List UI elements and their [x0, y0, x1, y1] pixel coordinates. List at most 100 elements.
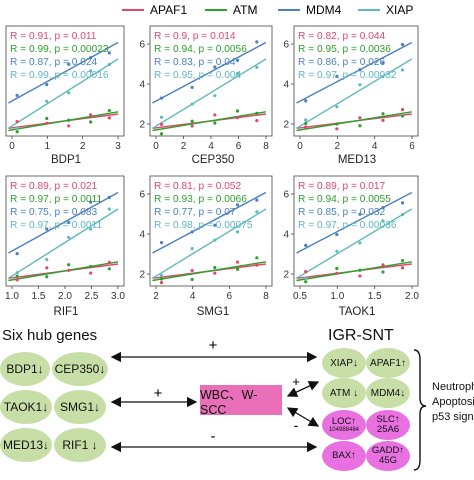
- scatter-point: [304, 276, 308, 280]
- scatter-point: [67, 220, 71, 225]
- sign-top: +: [209, 337, 218, 354]
- stat-label: R = 0.97, p = 0.00032: [298, 70, 397, 81]
- stat-label: R = 0.97, p = 0.00036: [298, 220, 397, 231]
- stat-label: R = 0.81, p = 0.052: [154, 181, 242, 192]
- scatter-point: [400, 212, 405, 217]
- scatter-point: [358, 212, 362, 216]
- scatter-point: [381, 270, 385, 274]
- right-label-neutrophil: Neutroph: [432, 381, 474, 393]
- scatter-point: [107, 267, 111, 271]
- scatter-point: [255, 198, 259, 202]
- stat-label: R = 0.95, p = 0.004: [154, 70, 242, 81]
- trend-line: [152, 58, 267, 129]
- scatter-panel-rif1: R = 0.89, p = 0.021 R = 0.97, p = 0.0011 R…: [5, 175, 125, 302]
- scatter-point: [159, 96, 164, 100]
- x-tick-label: 0: [153, 141, 159, 152]
- x-tick-label: 0: [297, 141, 303, 152]
- scatter-point: [381, 206, 385, 210]
- hub-genes-title: Six hub genes: [2, 327, 98, 344]
- igr-bax-arrow: ↑: [351, 450, 356, 461]
- legend-swatch: [122, 9, 144, 11]
- scatter-point: [190, 85, 194, 89]
- gene-smg1: SMG1↓: [54, 390, 106, 424]
- trend-line: [296, 208, 413, 279]
- panel-frame: [293, 25, 419, 137]
- scatter-point: [400, 258, 405, 263]
- trend-line: [152, 191, 267, 254]
- scatter-point: [107, 108, 111, 113]
- scatter-point: [45, 99, 49, 103]
- scatter-point: [304, 121, 308, 126]
- stat-label: R = 0.9, p = 0.014: [154, 31, 236, 42]
- arrow-upper-right: [286, 381, 320, 397]
- stat-label: R = 0.89, p = 0.021: [10, 181, 98, 192]
- scatter-point: [89, 69, 93, 73]
- scatter-point: [358, 274, 362, 278]
- scatter-point: [235, 260, 240, 264]
- scatter-point: [45, 121, 49, 125]
- stat-label: R = 0.83, p = 0.04: [154, 57, 236, 68]
- x-tick-label: 2: [153, 291, 159, 302]
- trend-line: [296, 111, 412, 132]
- trend-line: [7, 58, 119, 129]
- stat-label: R = 0.97, p = 0.0011: [10, 194, 102, 205]
- panel-frame: [5, 175, 125, 287]
- x-tick-label: 2: [181, 141, 187, 152]
- trend-line: [8, 261, 119, 282]
- scatter-panels: R = 0.91, p = 0.011 R = 0.99, p = 0.00023…: [5, 25, 419, 302]
- scatter-point: [67, 124, 71, 128]
- scatter-point: [159, 115, 164, 119]
- scatter-point: [304, 99, 308, 103]
- igr-gadd-arrow: ↑: [399, 445, 405, 456]
- scatter-point: [45, 257, 49, 262]
- scatter-point: [400, 114, 405, 118]
- scatter-point: [400, 42, 405, 47]
- scatter-point: [89, 264, 93, 269]
- scatter-point: [15, 120, 19, 124]
- igr-loc: LOC↑ 104988484: [322, 410, 366, 440]
- scatter-point: [304, 118, 308, 122]
- diagram-arrows: + + + - -: [110, 337, 427, 471]
- stat-label: R = 0.91, p = 0.011: [10, 31, 97, 42]
- scatter-point: [190, 246, 194, 251]
- igr-slc: SLC↑ 25A6: [366, 410, 410, 440]
- stat-label: R = 0.77, p = 0.07: [154, 207, 236, 218]
- x-tick-label: 3.0: [111, 291, 125, 302]
- stat-label: R = 0.93, p = 0.0066: [154, 194, 247, 205]
- trend-line: [152, 111, 267, 132]
- scatter-point: [159, 273, 164, 278]
- trend-line: [7, 208, 119, 279]
- scatter-point: [381, 74, 385, 78]
- panel-xlabel-rif1: RIF1: [53, 306, 79, 318]
- igr-xiap: XIAP↓: [322, 348, 366, 378]
- legend-item-apaf1: APAF1: [122, 3, 187, 17]
- trend-line: [296, 261, 412, 282]
- x-tick-label: 8: [263, 141, 269, 152]
- igr-slc-sub: 25A6: [376, 424, 400, 435]
- scatter-point: [381, 263, 385, 267]
- scatter-point: [255, 40, 259, 44]
- scatter-point: [107, 207, 111, 211]
- scatter-point: [235, 58, 240, 62]
- trend-line: [296, 58, 413, 129]
- y-tick-label: 4: [139, 230, 145, 241]
- scatter-point: [15, 278, 19, 282]
- scatter-point: [15, 93, 19, 98]
- legend-label: MDM4: [306, 3, 342, 17]
- igr-bax-main: BAX: [332, 450, 352, 461]
- y-tick-label: 6: [139, 40, 145, 51]
- scatter-point: [67, 118, 71, 122]
- scatter-point: [400, 108, 405, 112]
- wbc-wscc-box: WBC、W-SCC: [200, 385, 282, 417]
- scatter-point: [67, 235, 71, 240]
- x-tick-label: 2: [335, 141, 341, 152]
- igr-loc-sub: 104988484: [328, 426, 360, 433]
- scatter-point: [358, 124, 362, 128]
- scatter-point: [255, 119, 259, 123]
- scatter-point: [335, 74, 339, 78]
- scatter-point: [213, 121, 217, 125]
- scatter-point: [45, 266, 49, 270]
- x-tick-label: 1.5: [368, 291, 382, 302]
- scatter-point: [15, 274, 19, 278]
- sign-lower-right: -: [294, 417, 299, 433]
